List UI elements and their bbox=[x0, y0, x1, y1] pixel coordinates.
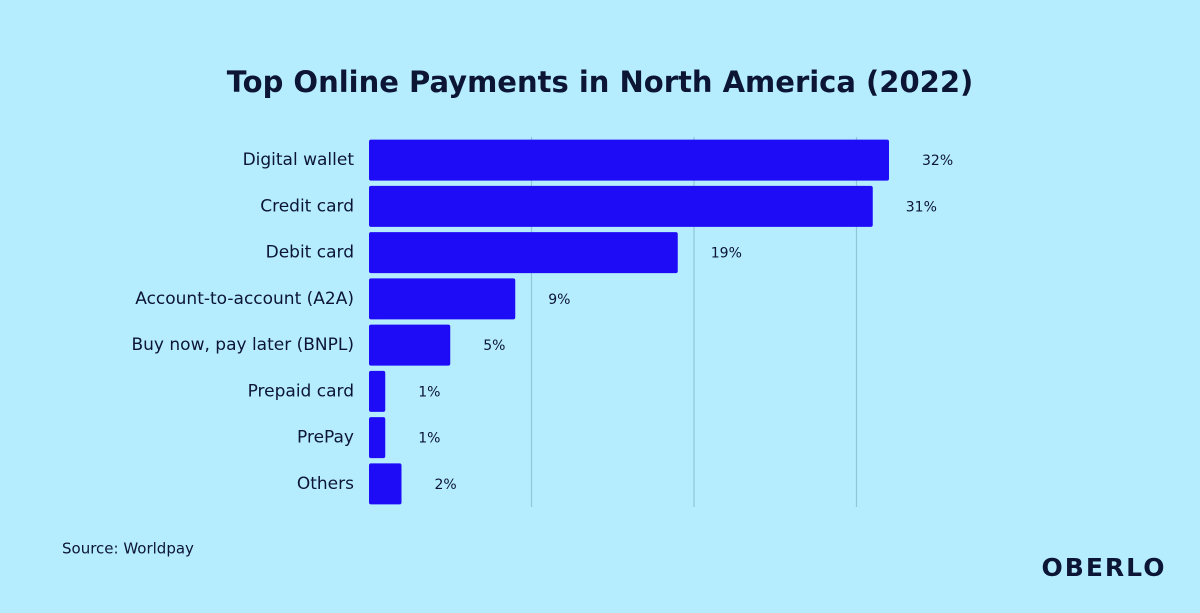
bar bbox=[369, 278, 516, 320]
value-label: 31% bbox=[906, 199, 937, 215]
value-label: 9% bbox=[548, 292, 570, 308]
y-tick-label: Digital wallet bbox=[243, 150, 355, 170]
bar bbox=[369, 185, 873, 227]
value-label: 19% bbox=[711, 246, 742, 262]
bar bbox=[369, 324, 451, 366]
bar bbox=[369, 139, 889, 181]
bar bbox=[369, 232, 678, 274]
y-tick-label: Account-to-account (A2A) bbox=[135, 289, 354, 309]
y-tick-label: Prepaid card bbox=[248, 381, 354, 401]
y-tick-label: Others bbox=[297, 474, 354, 494]
y-tick-label: Credit card bbox=[260, 196, 354, 216]
source: Source: Worldpay bbox=[62, 540, 194, 558]
logo: OBERLO bbox=[1042, 553, 1167, 582]
value-label: 5% bbox=[483, 338, 505, 354]
chart-title: Top Online Payments in North America (20… bbox=[227, 65, 974, 99]
bar bbox=[369, 370, 386, 412]
value-label: 1% bbox=[418, 384, 440, 400]
value-label: 2% bbox=[435, 477, 457, 493]
value-label: 32% bbox=[922, 153, 953, 169]
bar bbox=[369, 417, 386, 459]
y-tick-label: Buy now, pay later (BNPL) bbox=[132, 335, 355, 355]
y-tick-label: Debit card bbox=[266, 243, 354, 263]
y-tick-label: PrePay bbox=[297, 428, 354, 448]
bar bbox=[369, 463, 402, 505]
value-label: 1% bbox=[418, 431, 440, 447]
